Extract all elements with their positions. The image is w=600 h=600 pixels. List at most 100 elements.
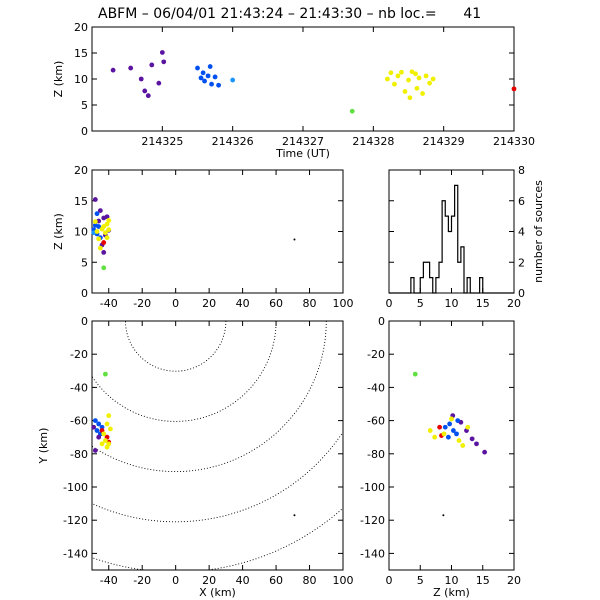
range-ring: [92, 431, 343, 523]
plan-view-panel: -40 -20 0 20 40 60 80 100 -140 -120 -100 -80 -60 -40 -…: [37, 315, 354, 599]
time-height-ytick-label: 10: [74, 73, 88, 86]
z-y-point: [437, 424, 443, 430]
time-height-point: [388, 70, 394, 76]
histogram-ytick-label: 2: [518, 256, 525, 269]
time-height-point: [145, 93, 151, 99]
time-height-panel: 214325 214326 214327 214328 214329 214330 0 5 10…: [52, 21, 535, 160]
z-y-xlabel: Z (km): [433, 586, 470, 599]
x-height-ytick-label: 10: [74, 226, 88, 239]
z-y-point: [442, 514, 445, 517]
z-y-point: [460, 443, 466, 448]
x-height-point: [92, 219, 98, 225]
x-height-frame: [91, 169, 344, 294]
z-y-point: [442, 424, 448, 430]
time-height-point: [406, 77, 411, 83]
histogram-steps: [389, 184, 514, 294]
time-height-ytick-label: 15: [74, 47, 88, 60]
plan-view-xtick-label: 60: [269, 574, 283, 587]
plan-view-point: [104, 421, 110, 427]
time-height-point: [198, 75, 204, 81]
time-height-point: [212, 74, 218, 80]
plan-view-point: [91, 424, 97, 430]
x-height-point: [96, 236, 102, 242]
x-height-xtick-label: -40: [100, 297, 118, 310]
z-y-xtick-label: 10: [445, 574, 459, 587]
time-height-point: [413, 71, 418, 77]
x-height-point: [101, 240, 107, 245]
time-height-point: [209, 81, 214, 87]
plan-view-xtick-label: 40: [236, 574, 250, 587]
time-height-point: [161, 59, 167, 65]
z-y-point: [449, 416, 454, 422]
z-y-ytick-label: -40: [367, 381, 385, 394]
plan-view-xtick-label: -40: [100, 574, 118, 587]
range-ring: [125, 321, 227, 372]
plan-view-xtick-label: 20: [202, 574, 216, 587]
z-y-point: [441, 431, 447, 437]
z-y-point: [412, 371, 418, 377]
plan-view-ytick-label: -60: [70, 415, 88, 428]
x-height-ytick-label: 20: [74, 164, 88, 177]
x-height-point: [293, 238, 296, 241]
plan-view-ylabel: Y (km): [37, 428, 50, 465]
plan-view-point: [94, 428, 100, 433]
x-height-point: [102, 230, 108, 236]
z-y-point: [456, 438, 462, 443]
plan-view-point: [293, 514, 296, 517]
time-height-xlabel: Time (UT): [275, 147, 330, 160]
x-height-ytick-label: 15: [74, 195, 88, 208]
plan-view-point: [106, 413, 112, 419]
x-height-xtick-label: 80: [303, 297, 317, 310]
plan-view-ytick-label: -40: [70, 381, 88, 394]
plan-view-ytick-label: 0: [81, 315, 88, 328]
time-height-xtick-label: 214328: [352, 135, 394, 148]
z-y-ytick-label: 0: [378, 315, 385, 328]
z-y-ytick-label: -80: [367, 448, 385, 461]
histogram-xtick-label: 15: [476, 297, 490, 310]
histogram-ytick-label: 6: [518, 195, 525, 208]
time-height-xtick-label: 214326: [212, 135, 254, 148]
x-height-point: [94, 229, 100, 234]
plan-view-ytick-label: -80: [70, 448, 88, 461]
time-height-point: [230, 77, 236, 83]
plan-view-xtick-label: 80: [303, 574, 317, 587]
z-y-point: [455, 418, 461, 423]
plan-view-point: [108, 426, 113, 432]
plan-view-ytick-label: -20: [70, 348, 88, 361]
histogram-xtick-label: 0: [386, 297, 393, 310]
z-y-point: [454, 431, 459, 437]
time-height-point: [195, 65, 200, 71]
x-height-xtick-label: 40: [236, 297, 250, 310]
time-height-point: [511, 86, 517, 92]
x-height-point: [101, 250, 107, 255]
plan-view-point: [101, 431, 107, 437]
time-height-point: [399, 69, 404, 75]
plan-view-point: [92, 448, 98, 453]
plan-view-xtick-label: 100: [333, 574, 354, 587]
time-height-point: [409, 69, 415, 75]
z-y-panel: 0 5 10 15 20 -140 -120 -100 -80 -60 -40 -20 0 Z (km): [360, 315, 521, 599]
x-height-point: [96, 224, 102, 229]
x-height-ytick-label: 0: [81, 287, 88, 300]
time-height-point: [200, 70, 206, 76]
plan-view-xtick-label: 0: [172, 574, 179, 587]
time-height-point: [395, 73, 401, 79]
time-height-point: [423, 73, 429, 79]
x-height-point: [104, 235, 110, 241]
histogram-xtick-label: 10: [445, 297, 459, 310]
time-height-point: [402, 89, 408, 94]
x-height-xtick-label: 20: [202, 297, 216, 310]
time-height-point: [349, 108, 355, 114]
histogram-ytick-label: 4: [518, 226, 525, 239]
z-y-xtick-label: 0: [386, 574, 393, 587]
histogram-xtick-label: 20: [507, 297, 521, 310]
z-y-xtick-label: 5: [417, 574, 424, 587]
time-height-point: [128, 65, 134, 71]
z-y-ytick-label: -20: [367, 348, 385, 361]
x-height-point: [92, 197, 98, 202]
histogram-ytick-label: 8: [518, 164, 525, 177]
plan-view-xlabel: X (km): [199, 586, 236, 599]
time-height-point: [110, 67, 116, 73]
time-height-point: [420, 91, 425, 96]
